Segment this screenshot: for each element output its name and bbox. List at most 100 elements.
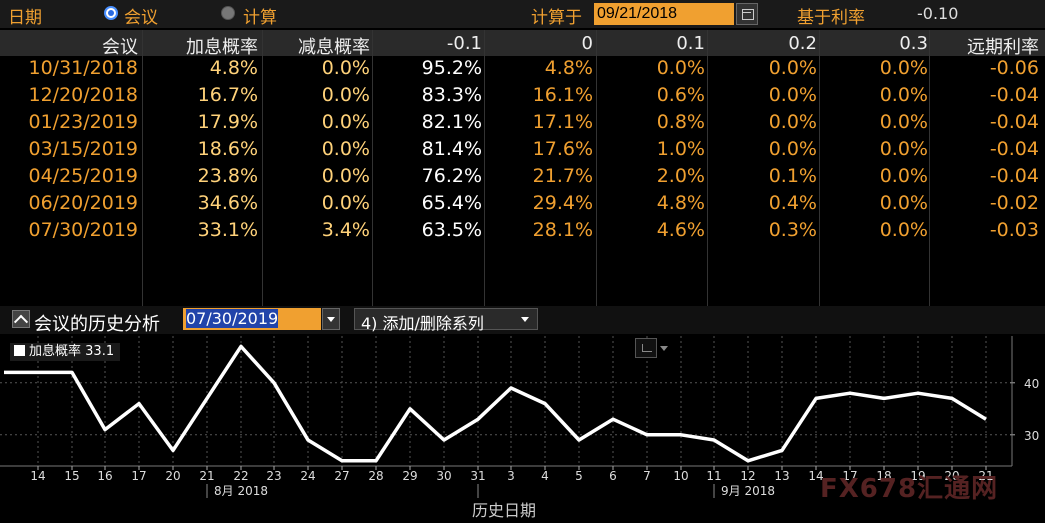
x-tick-label: 21	[978, 469, 993, 483]
legend-swatch	[14, 345, 25, 356]
x-tick-label: 10	[673, 469, 688, 483]
watermark-logo: FX678汇通网	[820, 474, 999, 504]
chart-type-icon[interactable]	[635, 338, 657, 358]
col-header-02[interactable]: 0.2	[788, 33, 817, 54]
analysis-title: 会议的历史分析	[34, 314, 160, 335]
cell-meeting-date: 06/20/2019	[28, 192, 138, 214]
cell-hike-prob: 23.8%	[197, 165, 258, 187]
date-label: 日期	[8, 8, 42, 28]
x-tick-label: 6	[609, 469, 617, 483]
table-row[interactable]: 07/30/2019 33.1% 3.4% 63.5% 28.1% 4.6% 0.3% 0.0…	[0, 219, 1045, 246]
legend-series-value: 33.1	[85, 344, 115, 359]
add-remove-series-label: 4) 添加/删除系列	[361, 314, 484, 333]
cell-0: 4.8%	[544, 57, 593, 79]
radio-calc[interactable]	[221, 6, 235, 20]
x-tick-label: 29	[402, 469, 417, 483]
table-row[interactable]: 04/25/2019 23.8% 0.0% 76.2% 21.7% 2.0% 0.1% 0.0…	[0, 165, 1045, 192]
table-row[interactable]: 06/20/2019 34.6% 0.0% 65.4% 29.4% 4.8% 0.4% 0.0…	[0, 192, 1045, 219]
toolbar: 日期 会议 计算 计算于 09/21/2018 基于利率 -0.10	[0, 0, 1045, 28]
cell-03: 0.0%	[879, 111, 928, 133]
meeting-date-dropdown-icon[interactable]	[322, 308, 340, 330]
chart-legend: 加息概率 33.1	[10, 343, 121, 361]
cell-cut-prob: 0.0%	[321, 138, 370, 160]
cell-meeting-date: 07/30/2019	[28, 219, 138, 241]
table-row[interactable]: 03/15/2019 18.6% 0.0% 81.4% 17.6% 1.0% 0.0% 0.0…	[0, 138, 1045, 165]
cell-cut-prob: 3.4%	[321, 219, 370, 241]
history-chart: 40 30 14 15 16 17 20 21 22 23 24 27 28 29 30 31 3 4 5 6 7 10 1…	[0, 336, 1045, 519]
table-row[interactable]: 10/31/2018 4.8% 0.0% 95.2% 4.8% 0.0% 0.0% 0.0% -…	[0, 57, 1045, 84]
table-row[interactable]: 12/20/2018 16.7% 0.0% 83.3% 16.1% 0.6% 0.0% 0.0…	[0, 84, 1045, 111]
column-divider	[819, 30, 820, 306]
x-tick-label: 15	[64, 469, 79, 483]
col-header-01[interactable]: 0.1	[676, 33, 705, 54]
y-tick-label: 40	[1024, 377, 1039, 391]
cell-01: 4.6%	[656, 219, 705, 241]
x-tick-label: 17	[131, 469, 146, 483]
cell-01: 0.8%	[656, 111, 705, 133]
chevron-down-icon[interactable]	[517, 309, 535, 329]
table-row[interactable]: 01/23/2019 17.9% 0.0% 82.1% 17.1% 0.8% 0.0% 0.0…	[0, 111, 1045, 138]
cell-forward-rate: -0.04	[989, 111, 1039, 133]
radio-meeting-label[interactable]: 会议	[124, 8, 158, 28]
col-header-03[interactable]: 0.3	[899, 33, 928, 54]
cell-forward-rate: -0.03	[989, 219, 1039, 241]
cell-02: 0.3%	[768, 219, 817, 241]
col-header-cut[interactable]: 减息概率	[298, 37, 370, 58]
column-divider	[707, 30, 708, 306]
col-header-m01[interactable]: -0.1	[446, 33, 482, 54]
x-tick-label: 21	[199, 469, 214, 483]
meeting-date-value: 07/30/2019	[186, 309, 279, 328]
chart-type-dropdown-icon[interactable]	[660, 346, 668, 351]
cell-forward-rate: -0.02	[989, 192, 1039, 214]
x-tick-label: 14	[30, 469, 45, 483]
cell-02: 0.0%	[768, 138, 817, 160]
col-header-hike[interactable]: 加息概率	[186, 37, 258, 58]
add-remove-series-button[interactable]: 4) 添加/删除系列	[354, 308, 538, 333]
cell-03: 0.0%	[879, 84, 928, 106]
cell-m01: 65.4%	[421, 192, 482, 214]
cell-01: 0.0%	[656, 57, 705, 79]
radio-calc-label[interactable]: 计算	[243, 8, 277, 28]
collapse-icon[interactable]	[12, 310, 30, 328]
column-divider	[372, 30, 373, 306]
cell-m01: 81.4%	[421, 138, 482, 160]
cell-cut-prob: 0.0%	[321, 192, 370, 214]
meeting-date-input[interactable]: 07/30/2019	[183, 308, 321, 330]
x-tick-label: 7	[643, 469, 651, 483]
column-divider	[484, 30, 485, 306]
cell-03: 0.0%	[879, 192, 928, 214]
cell-forward-rate: -0.06	[989, 57, 1039, 79]
cell-02: 0.1%	[768, 165, 817, 187]
cell-hike-prob: 16.7%	[197, 84, 258, 106]
radio-meeting[interactable]	[104, 6, 118, 20]
cell-hike-prob: 18.6%	[197, 138, 258, 160]
cell-forward-rate: -0.04	[989, 138, 1039, 160]
base-rate-value: -0.10	[917, 4, 959, 23]
x-tick-label: 30	[436, 469, 451, 483]
cell-m01: 76.2%	[421, 165, 482, 187]
cell-02: 0.0%	[768, 111, 817, 133]
legend-series-name: 加息概率	[29, 344, 82, 359]
cell-0: 21.7%	[532, 165, 593, 187]
base-rate-label: 基于利率	[797, 8, 865, 28]
x-tick-label: 17	[842, 469, 857, 483]
x-month-label: 8月 2018	[214, 484, 268, 498]
cell-meeting-date: 03/15/2019	[28, 138, 138, 160]
x-tick-label: 20	[944, 469, 959, 483]
cell-m01: 82.1%	[421, 111, 482, 133]
cell-01: 4.8%	[656, 192, 705, 214]
col-header-0[interactable]: 0	[581, 33, 593, 54]
col-header-forward[interactable]: 远期利率	[967, 37, 1039, 58]
calendar-icon[interactable]	[736, 3, 758, 25]
calc-date-input[interactable]: 09/21/2018	[594, 3, 734, 25]
cell-forward-rate: -0.04	[989, 165, 1039, 187]
cell-m01: 95.2%	[421, 57, 482, 79]
cell-03: 0.0%	[879, 219, 928, 241]
cell-03: 0.0%	[879, 138, 928, 160]
series-line	[4, 344, 987, 463]
x-tick-label: 22	[233, 469, 248, 483]
x-tick-label: 3	[507, 469, 515, 483]
table-header: 会议 加息概率 减息概率 -0.1 0 0.1 0.2 0.3 远期利率	[0, 30, 1045, 58]
col-header-meeting[interactable]: 会议	[102, 37, 138, 58]
cell-cut-prob: 0.0%	[321, 165, 370, 187]
